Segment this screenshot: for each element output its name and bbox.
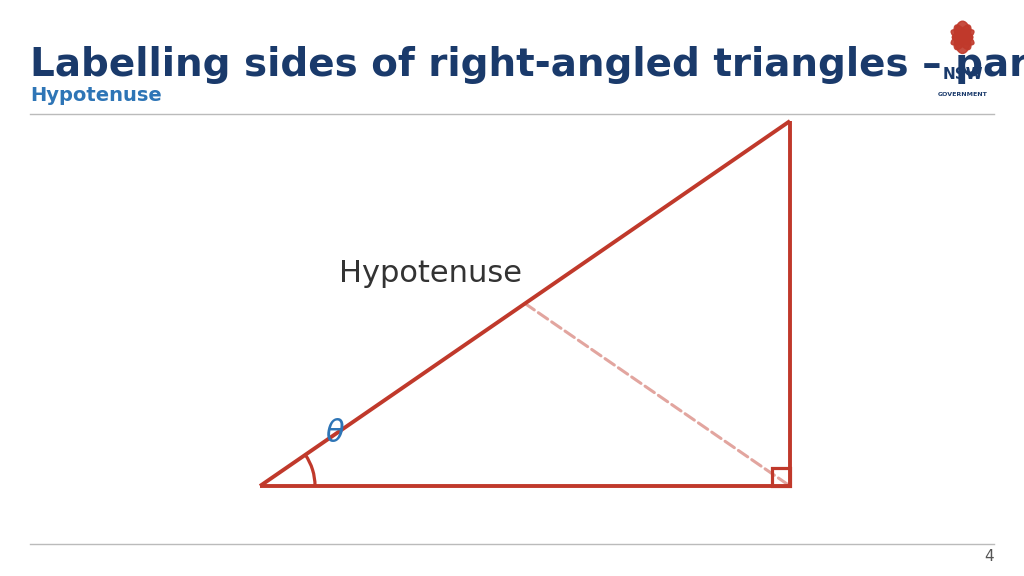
Ellipse shape — [951, 30, 974, 45]
Ellipse shape — [954, 25, 971, 50]
Text: GOVERNMENT: GOVERNMENT — [938, 92, 987, 97]
Text: Hypotenuse: Hypotenuse — [339, 259, 521, 288]
Text: 4: 4 — [984, 549, 994, 564]
Ellipse shape — [952, 33, 973, 42]
Ellipse shape — [951, 30, 974, 45]
Text: $\theta$: $\theta$ — [325, 419, 345, 449]
Text: Labelling sides of right-angled triangles – part 1: Labelling sides of right-angled triangle… — [30, 46, 1024, 84]
Ellipse shape — [954, 25, 971, 50]
Text: Hypotenuse: Hypotenuse — [30, 86, 162, 105]
Ellipse shape — [952, 33, 973, 42]
Text: NSW: NSW — [942, 67, 983, 82]
Ellipse shape — [954, 21, 971, 54]
